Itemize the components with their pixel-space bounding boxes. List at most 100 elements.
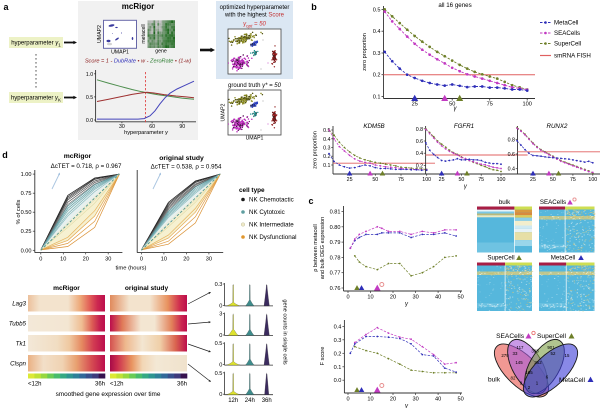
svg-text:with the highest Score: with the highest Score: [224, 13, 285, 19]
svg-text:SEACells: SEACells: [540, 199, 566, 206]
svg-text:UMAP2: UMAP2: [97, 25, 103, 43]
svg-text:ground truth γ* = 50: ground truth γ* = 50: [228, 83, 282, 89]
svg-text:Score = 1 - DubRate • w - Zero: Score = 1 - DubRate • w - ZeroRate • (1-…: [85, 59, 192, 65]
svg-text:hyperparameter γ: hyperparameter γ: [124, 130, 169, 136]
svg-text:0.1: 0.1: [323, 163, 330, 169]
svg-text:30: 30: [119, 124, 125, 130]
svg-text:UMAP1: UMAP1: [246, 136, 264, 142]
svg-text:25: 25: [347, 177, 353, 183]
svg-text:50: 50: [457, 397, 463, 403]
svg-text:cell type: cell type: [239, 187, 265, 194]
svg-text:0.0: 0.0: [86, 118, 93, 124]
svg-text:100: 100: [523, 102, 532, 108]
svg-text:0.5: 0.5: [215, 371, 223, 377]
svg-text:0.0: 0.0: [334, 378, 342, 384]
svg-text:RUNX2: RUNX2: [547, 123, 569, 130]
svg-text:smRNA FISH: smRNA FISH: [554, 53, 591, 60]
svg-text:bulk: bulk: [499, 199, 511, 206]
svg-text:362: 362: [534, 360, 542, 365]
svg-text:10: 10: [367, 295, 373, 301]
svg-text:40: 40: [435, 295, 441, 301]
svg-text:smoothed gene expression over: smoothed gene expression over time: [56, 391, 161, 398]
svg-text:KDM5B: KDM5B: [363, 123, 384, 130]
svg-text:mcRigor: mcRigor: [64, 153, 92, 160]
svg-text:γopt = 50: γopt = 50: [243, 22, 266, 29]
svg-text:metacell: metacell: [141, 24, 147, 43]
svg-text:20: 20: [83, 257, 89, 263]
svg-text:75: 75: [398, 177, 404, 183]
svg-text:24h: 24h: [245, 398, 255, 404]
svg-text:NK Intermediate: NK Intermediate: [249, 222, 294, 229]
svg-text:33: 33: [513, 351, 518, 356]
svg-text:1: 1: [536, 381, 539, 386]
svg-text:10: 10: [60, 257, 66, 263]
svg-text:F score: F score: [320, 347, 326, 366]
svg-text:ΔcTET = 0.538, ρ = 0.954: ΔcTET = 0.538, ρ = 0.954: [151, 164, 222, 171]
svg-text:10: 10: [367, 397, 373, 403]
svg-text:20: 20: [183, 257, 189, 263]
svg-text:117: 117: [517, 345, 525, 350]
svg-text:SuperCell: SuperCell: [487, 255, 514, 262]
svg-text:0.4: 0.4: [334, 324, 342, 330]
svg-text:ΔcTET = 0.718, ρ = 0.967: ΔcTET = 0.718, ρ = 0.967: [51, 163, 122, 170]
svg-text:SEACells: SEACells: [496, 333, 525, 340]
svg-text:52: 52: [551, 351, 556, 356]
svg-text:0.5: 0.5: [215, 341, 223, 347]
svg-text:1.00: 1.00: [21, 172, 32, 178]
svg-text:zero proportion: zero proportion: [362, 33, 368, 71]
svg-text:a: a: [3, 2, 9, 12]
svg-text:c: c: [308, 196, 313, 206]
svg-text:75: 75: [487, 102, 493, 108]
svg-text:0.79: 0.79: [330, 240, 341, 246]
svg-text:398: 398: [531, 349, 539, 354]
svg-text:30: 30: [412, 295, 418, 301]
svg-text:0.50: 0.50: [21, 210, 32, 216]
svg-text:γ: γ: [454, 106, 458, 112]
svg-text:0.1: 0.1: [334, 365, 342, 371]
svg-text:MetaCell: MetaCell: [554, 20, 578, 27]
svg-text:10: 10: [161, 257, 167, 263]
svg-text:time (hours): time (hours): [116, 266, 147, 272]
svg-text:Lag3: Lag3: [12, 301, 26, 308]
svg-text:2: 2: [528, 385, 531, 390]
svg-text:0.2: 0.2: [334, 351, 342, 357]
svg-text:901: 901: [547, 345, 555, 350]
svg-text:hyperparameter γ1: hyperparameter γ1: [11, 41, 61, 48]
svg-text:15: 15: [565, 353, 570, 358]
svg-text:75: 75: [570, 177, 576, 183]
svg-text:100: 100: [588, 177, 597, 183]
svg-text:<12h: <12h: [110, 382, 124, 388]
svg-text:36h: 36h: [177, 382, 187, 388]
svg-text:0.3: 0.3: [334, 338, 342, 344]
svg-text:0.6: 0.6: [416, 139, 423, 145]
svg-text:SuperCell: SuperCell: [537, 333, 566, 340]
svg-text:0.3: 0.3: [373, 51, 381, 57]
svg-text:36h: 36h: [262, 398, 272, 404]
svg-text:50: 50: [372, 177, 378, 183]
svg-text:40: 40: [435, 397, 441, 403]
svg-text:0: 0: [219, 363, 222, 369]
svg-text:0.76: 0.76: [330, 286, 341, 292]
svg-text:0: 0: [219, 392, 222, 398]
svg-text:gene counts in single cells: gene counts in single cells: [282, 299, 288, 365]
svg-text:165: 165: [525, 370, 533, 375]
svg-text:Tk1: Tk1: [16, 341, 26, 348]
svg-text:<12h: <12h: [28, 382, 42, 388]
svg-text:0: 0: [346, 295, 349, 301]
svg-text:mcRigor: mcRigor: [53, 285, 80, 292]
svg-text:36h: 36h: [95, 382, 105, 388]
svg-text:1.0: 1.0: [86, 72, 93, 78]
svg-text:γ: γ: [405, 404, 409, 409]
svg-text:0.8: 0.8: [508, 137, 515, 143]
svg-text:12h: 12h: [228, 398, 238, 404]
svg-text:0.80: 0.80: [330, 225, 341, 231]
svg-text:100: 100: [422, 177, 431, 183]
svg-text:6: 6: [546, 375, 549, 380]
svg-text:UMAP1: UMAP1: [111, 50, 129, 56]
svg-text:20: 20: [390, 397, 396, 403]
svg-text:0: 0: [39, 257, 42, 263]
svg-text:0.2: 0.2: [373, 73, 381, 79]
svg-text:0.3: 0.3: [215, 282, 223, 288]
svg-text:279: 279: [501, 353, 509, 358]
svg-text:original study: original study: [159, 155, 204, 162]
